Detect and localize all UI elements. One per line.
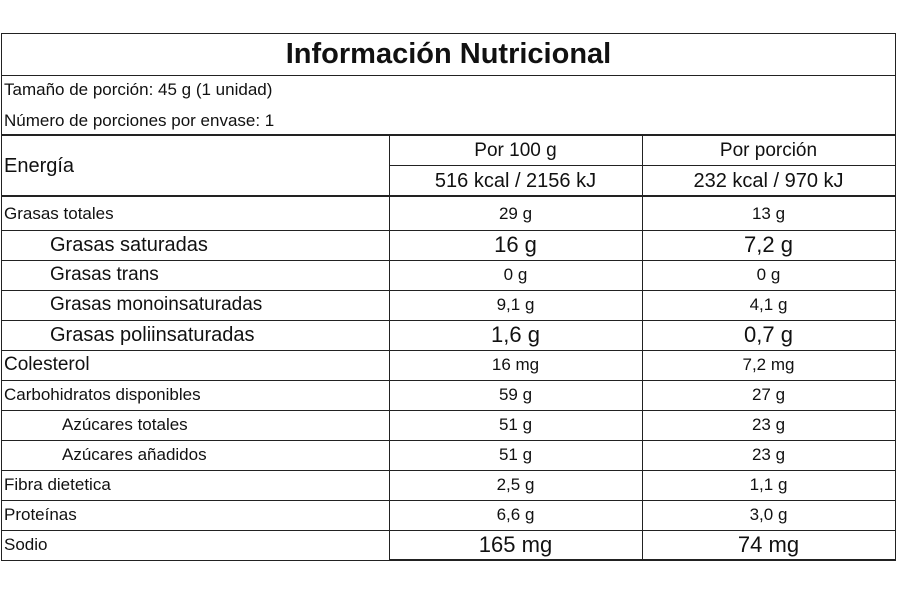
value-per-100g: 9,1 g [496,295,535,314]
value-per-serving: 7,2 mg [742,355,795,374]
value-per-100g: 165 mg [478,532,553,557]
servings-per-container: Número de porciones por envase: 1 [4,111,275,130]
row-label: Fibra dietetica [4,475,111,494]
row-label: Grasas monoinsaturadas [50,294,263,315]
row-rule [1,380,896,381]
rule [1,195,896,197]
row-rule [1,260,896,261]
title: Información Nutricional [285,37,612,70]
rule [1,134,896,136]
value-per-serving: 4,1 g [749,295,788,314]
column-header: Por porción [719,140,818,161]
row-rule [1,230,896,231]
value-per-100g: 51 g [498,415,533,434]
row-rule [1,440,896,441]
row-label: Carbohidratos disponibles [4,385,201,404]
value-per-serving: 1,1 g [749,475,788,494]
value-per-serving: 0,7 g [744,322,793,347]
row-label: Grasas poliinsaturadas [50,323,255,346]
value-per-100g: 51 g [498,445,533,464]
row-label: Azúcares totales [62,415,188,434]
energy-label: Energía [4,154,75,177]
value-per-100g: 6,6 g [496,505,535,524]
value-per-serving: 23 g [751,415,786,434]
rule [389,559,896,561]
row-label: Grasas trans [50,264,159,285]
border [1,33,2,561]
value-per-serving: 7,2 g [744,232,793,257]
value-per-100g: 29 g [498,203,533,223]
value-per-serving: 13 g [751,203,786,223]
rule [1,75,896,76]
serving-size: Tamaño de porción: 45 g (1 unidad) [4,79,273,99]
row-label: Colesterol [4,354,90,375]
row-rule [1,530,896,531]
value-per-100g: 16 mg [491,355,540,374]
value-per-serving: 3,0 g [749,505,788,524]
value-per-serving: 27 g [751,385,786,404]
value-per-100g: 1,6 g [491,322,540,347]
energy-value: 232 kcal / 970 kJ [693,169,844,192]
row-rule [1,410,896,411]
row-label: Grasas totales [4,203,114,223]
column-header: Por 100 g [474,140,557,161]
value-per-100g: 2,5 g [496,475,535,494]
row-label: Grasas saturadas [50,233,208,256]
border [1,33,896,34]
column-rule [642,135,643,560]
value-per-100g: 16 g [494,232,537,257]
row-rule [1,500,896,501]
row-rule [1,320,896,321]
column-rule [389,135,390,560]
row-label: Proteínas [4,505,77,524]
value-per-serving: 74 mg [737,532,800,557]
value-per-serving: 23 g [751,445,786,464]
border [895,33,896,561]
value-per-100g: 59 g [498,385,533,404]
energy-value: 516 kcal / 2156 kJ [434,169,597,192]
row-rule [1,290,896,291]
rule [1,560,389,561]
value-per-serving: 0 g [756,265,781,284]
value-per-100g: 0 g [503,265,528,284]
row-rule [1,350,896,351]
row-rule [1,470,896,471]
row-label: Azúcares añadidos [62,445,207,464]
row-label: Sodio [4,535,48,554]
